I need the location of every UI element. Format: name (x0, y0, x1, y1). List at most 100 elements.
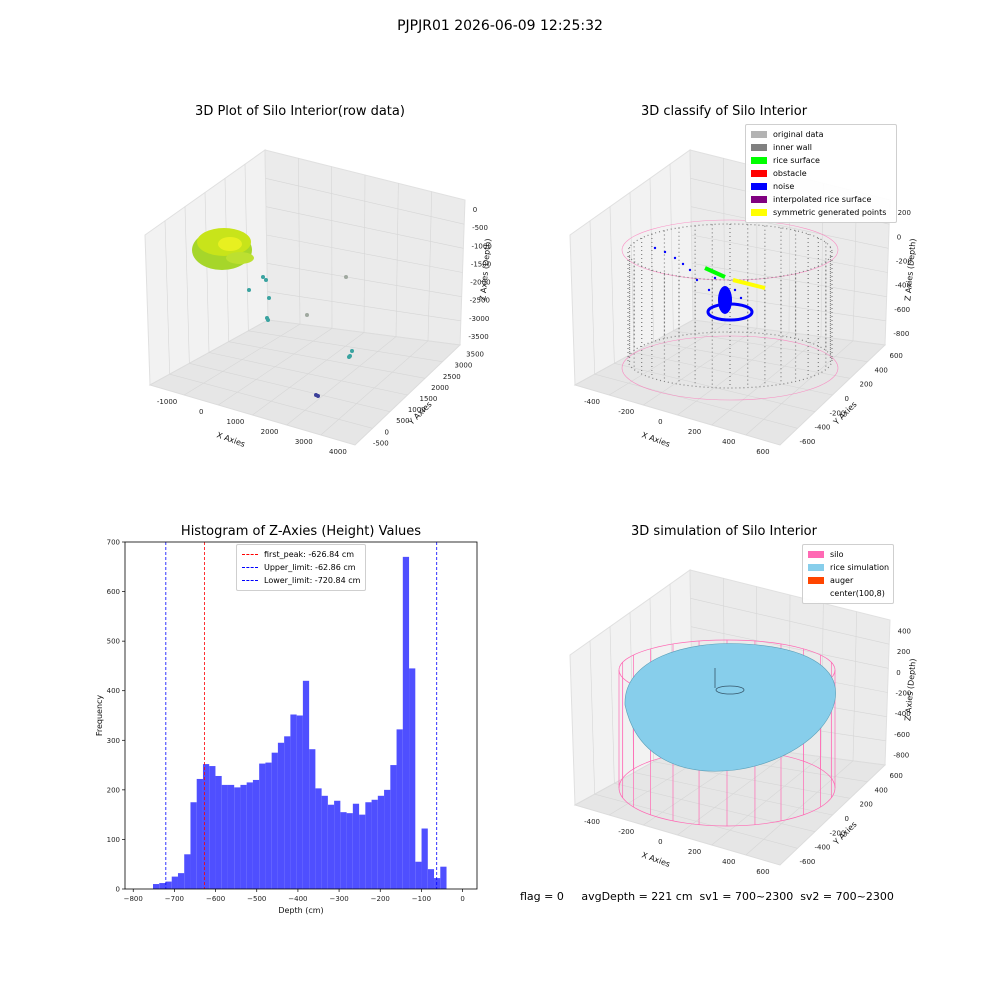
cls-ytick: 200 (860, 381, 873, 389)
raw-gridline (248, 330, 443, 362)
cls-ytick: 400 (875, 366, 888, 374)
sim-ytick: -400 (815, 844, 831, 852)
histogram-bar (321, 795, 328, 889)
raw-surface-core (218, 237, 242, 251)
raw-ytick: 1000 (408, 406, 426, 414)
raw-plot-title: 3D Plot of Silo Interior(row data) (195, 104, 405, 119)
histogram-bar (327, 804, 335, 889)
histogram-frame (124, 541, 478, 890)
cls-noise-point (663, 250, 667, 254)
histogram-ytick-label: 400 (107, 687, 120, 695)
cls-ytick: 0 (845, 395, 849, 403)
classify-legend-swatch (751, 183, 767, 190)
histogram-bar (440, 866, 447, 889)
raw-ytick: 1500 (420, 395, 438, 403)
figure-title: PJPJR01 2026-06-09 12:25:32 (397, 18, 603, 34)
raw-3d-plot: -1000 0 1000 2000 3000 4000 X Axies -500 0 500 100… (144, 149, 493, 456)
sim-xtick: 200 (688, 848, 701, 856)
classify-legend-swatch (751, 196, 767, 203)
sim-xlabel: X Axies (640, 850, 671, 869)
histogram-ytick-label: 200 (107, 786, 120, 794)
classify-legend-label: rice surface (773, 156, 820, 165)
histogram-bar (409, 668, 416, 889)
classify-legend-swatch (751, 144, 767, 151)
raw-point (350, 349, 354, 353)
raw-ztick: -1000 (471, 242, 491, 250)
cls-symmetric-points (732, 278, 766, 290)
sim-xtick: -400 (584, 818, 600, 826)
raw-surface-lip (226, 252, 254, 264)
histogram-bar (359, 814, 366, 889)
sim-ztick: 200 (897, 648, 910, 656)
cls-gridline (629, 192, 635, 353)
histogram-legend-item: Upper_limit: -62.86 cm (242, 561, 360, 574)
histogram-bar (190, 802, 197, 889)
histogram-bar (377, 795, 385, 889)
histogram-bar (234, 787, 241, 889)
histogram-xlabel: Depth (cm) (278, 906, 323, 915)
raw-points (192, 228, 354, 398)
histogram-legend-label: Upper_limit: -62.86 cm (264, 563, 356, 572)
histogram-xtick-label: 0 (460, 895, 464, 903)
raw-ztick: -500 (472, 224, 488, 232)
raw-ytick: 2500 (443, 373, 461, 381)
simulation-legend: silo rice simulation auger center(100,8) (802, 544, 894, 604)
raw-point (266, 318, 270, 322)
sim-xtick: 600 (756, 868, 769, 876)
cls-xtick: 400 (722, 438, 735, 446)
classify-legend-label: interpolated rice surface (773, 195, 872, 204)
histogram-bar (240, 784, 247, 889)
histogram-xtick-label: −200 (371, 895, 390, 903)
sim-auger-center (715, 685, 745, 695)
histogram-bar (434, 878, 441, 889)
histogram-ytick-label: 300 (107, 737, 120, 745)
histogram-legend-label: Lower_limit: -720.84 cm (264, 576, 361, 585)
histogram-xtick-label: −400 (288, 895, 307, 903)
sim-gridline (589, 640, 595, 795)
simulation-legend-swatch (808, 590, 824, 597)
sim-gridline (609, 626, 615, 784)
classify-legend-label: obstacle (773, 169, 807, 178)
histogram-bar (396, 729, 403, 889)
histogram-legend-swatch (242, 567, 258, 568)
raw-xtick: -1000 (157, 398, 177, 406)
sim-ytick: 400 (875, 786, 888, 794)
histogram-bar (284, 736, 291, 889)
histogram-legend-item: first_peak: -626.84 cm (242, 548, 360, 561)
histogram-bar (346, 813, 353, 889)
histogram-bar (202, 764, 210, 889)
simulation-legend-item: silo (808, 548, 888, 561)
histogram-ytick-label: 0 (116, 886, 120, 894)
sim-zlabel: Z Axies (Depth) (903, 658, 917, 721)
histogram-bar (265, 762, 272, 889)
cls-ytick: -600 (800, 438, 816, 446)
raw-grid (164, 158, 465, 436)
cls-xtick: 0 (658, 418, 662, 426)
simulation-legend-swatch (808, 577, 824, 584)
simulation-legend-item: auger (808, 574, 888, 587)
sim-ztick: -600 (894, 731, 910, 739)
sim-ztick: 0 (896, 669, 900, 677)
raw-gridline (184, 206, 190, 364)
histogram-bar (196, 778, 203, 889)
histogram-bar (390, 765, 397, 889)
classify-legend-label: noise (773, 182, 795, 191)
simulation-legend-label: silo (830, 550, 844, 559)
cls-noise-point (733, 288, 737, 292)
histogram-bar (296, 715, 303, 889)
simulation-legend-swatch (808, 564, 824, 571)
histogram-title: Histogram of Z-Axies (Height) Values (180, 524, 422, 539)
raw-point (305, 313, 309, 317)
cls-ztick: -200 (896, 257, 912, 265)
classify-legend-item: noise (751, 180, 891, 193)
histogram-bar (209, 766, 216, 889)
histogram-bar (427, 869, 435, 889)
raw-point (264, 278, 268, 282)
raw-ytick: 3000 (455, 362, 473, 370)
cls-noise (653, 246, 754, 322)
raw-ztick: -3000 (469, 315, 489, 323)
histogram-bar (302, 680, 310, 889)
cls-ztick: -800 (893, 330, 909, 338)
histogram-bar (152, 884, 160, 889)
histogram-bar (246, 782, 253, 889)
